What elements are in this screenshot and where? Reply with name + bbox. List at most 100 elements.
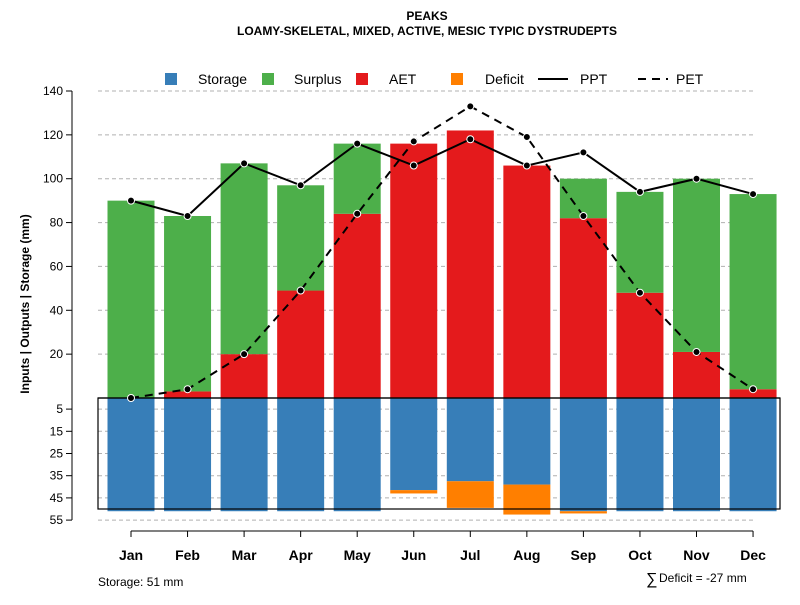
deficit-legend-swatch	[451, 73, 463, 85]
aet-bar	[446, 130, 494, 398]
x-tick-label: Jan	[119, 547, 143, 563]
x-axis: Jan Feb Mar Apr May Jun Jul Aug Sep Oct Nov Dec	[119, 530, 766, 563]
bars	[97, 130, 781, 515]
aet-bar	[729, 389, 777, 398]
ppt-point	[635, 187, 644, 196]
chart-title: PEAKS	[406, 9, 447, 23]
aet-bar	[673, 351, 720, 398]
surplus-bar	[220, 163, 268, 355]
storage-bar	[164, 398, 212, 512]
x-tick-label: Jun	[401, 547, 426, 563]
series-points	[127, 102, 758, 402]
deficit-bar	[559, 511, 607, 514]
y-tick-label: 45	[50, 491, 64, 505]
ppt-point	[240, 159, 249, 168]
storage-bar	[729, 398, 777, 512]
y-tick-label: 40	[50, 303, 64, 317]
aet-bar	[220, 354, 268, 398]
surplus-legend-label: Surplus	[294, 71, 341, 87]
storage-legend-label: Storage	[198, 71, 247, 87]
pet-point	[466, 102, 475, 111]
y-tick-label: 5	[56, 402, 63, 416]
series-lines	[130, 105, 754, 399]
deficit-bar	[503, 484, 551, 515]
y-tick-label: 120	[43, 128, 63, 142]
storage-bar	[333, 398, 381, 512]
deficit-note: Deficit = -27 mm	[659, 571, 747, 585]
x-tick-label: Jul	[460, 547, 480, 563]
aet-bar	[559, 218, 607, 398]
ppt-point	[749, 190, 758, 199]
y-tick-label: 60	[50, 259, 64, 273]
storage-bar	[107, 398, 155, 512]
deficit-bar	[446, 481, 494, 508]
ppt-point	[522, 161, 531, 170]
pet-point	[353, 209, 362, 218]
ppt-legend-label: PPT	[580, 71, 608, 87]
deficit-legend-label: Deficit	[485, 71, 524, 87]
y-tick-label: 100	[43, 172, 63, 186]
x-tick-label: Nov	[683, 547, 710, 563]
x-tick-label: Sep	[571, 547, 597, 563]
surplus-bar	[333, 143, 381, 214]
storage-bar	[616, 398, 664, 512]
aet-bar	[277, 290, 325, 398]
pet-point	[409, 137, 418, 146]
legend: Storage Surplus AET Deficit PPT PET	[165, 71, 704, 87]
aet-bar	[333, 213, 381, 398]
storage-bar	[673, 398, 720, 512]
storage-bar	[446, 398, 494, 482]
pet-point	[692, 347, 701, 356]
surplus-bar	[616, 191, 664, 293]
ppt-line	[130, 138, 754, 218]
aet-bar	[390, 143, 438, 398]
aet-bar	[164, 391, 212, 398]
y-tick-label: 15	[50, 424, 64, 438]
x-tick-label: Apr	[289, 547, 314, 563]
storage-bar	[503, 398, 551, 485]
pet-point	[183, 385, 192, 394]
pet-point	[522, 133, 531, 142]
pet-point	[749, 385, 758, 394]
ppt-point	[579, 148, 588, 157]
surplus-bar	[164, 215, 212, 392]
pet-point	[296, 286, 305, 295]
x-tick-label: Oct	[628, 547, 652, 563]
surplus-legend-swatch	[262, 73, 274, 85]
ppt-point	[127, 196, 135, 205]
aet-legend-label: AET	[389, 71, 417, 87]
surplus-bar	[673, 178, 720, 352]
y-tick-label: 140	[43, 84, 63, 98]
y-tick-label: 55	[50, 513, 64, 527]
surplus-bar	[729, 194, 777, 390]
surplus-bar	[277, 185, 325, 291]
y-tick-label: 20	[50, 347, 64, 361]
surplus-bar	[107, 200, 155, 398]
storage-bar	[220, 398, 268, 512]
y-axis: 20 40 60 80 100 120 140 5 15 25 35 45 55	[43, 84, 73, 527]
storage-note: Storage: 51 mm	[98, 575, 183, 589]
pet-legend-label: PET	[676, 71, 704, 87]
ppt-point	[353, 139, 362, 148]
y-axis-label: Inputs | Outputs | Storage (mm)	[18, 214, 32, 393]
storage-legend-swatch	[165, 73, 177, 85]
aet-legend-swatch	[356, 73, 368, 85]
pet-point	[579, 211, 588, 220]
pet-point	[127, 394, 135, 402]
pet-point	[240, 350, 249, 359]
x-tick-label: Mar	[232, 547, 257, 563]
storage-bar	[559, 398, 607, 512]
x-tick-label: Dec	[740, 547, 766, 563]
aet-bar	[503, 165, 551, 398]
deficit-bar	[390, 490, 438, 494]
x-tick-label: Aug	[513, 547, 540, 563]
sigma-icon: ∑	[646, 571, 657, 588]
storage-bar	[277, 398, 325, 512]
ppt-point	[296, 181, 305, 190]
surplus-bar	[559, 178, 607, 219]
chart-subtitle: LOAMY-SKELETAL, MIXED, ACTIVE, MESIC TYP…	[237, 24, 617, 38]
ppt-point	[692, 174, 701, 183]
y-tick-label: 35	[50, 469, 64, 483]
